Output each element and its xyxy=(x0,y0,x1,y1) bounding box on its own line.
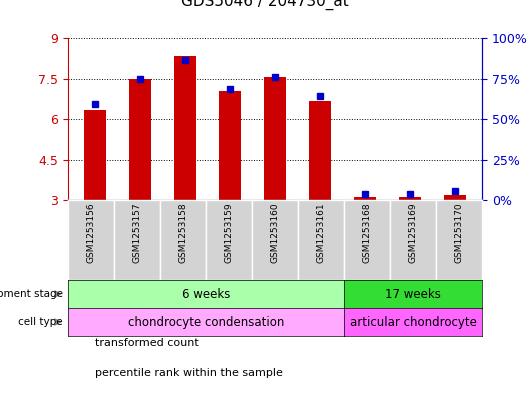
Text: 6 weeks: 6 weeks xyxy=(182,288,230,301)
Text: GSM1253170: GSM1253170 xyxy=(455,202,464,263)
Text: GSM1253169: GSM1253169 xyxy=(409,202,418,263)
Bar xyxy=(399,197,421,200)
Text: transformed count: transformed count xyxy=(94,338,198,348)
Bar xyxy=(309,101,331,200)
Bar xyxy=(444,195,466,200)
Text: GSM1253157: GSM1253157 xyxy=(132,202,142,263)
Text: GSM1253160: GSM1253160 xyxy=(270,202,279,263)
Bar xyxy=(84,110,106,200)
Text: GDS5046 / 204730_at: GDS5046 / 204730_at xyxy=(181,0,349,10)
Text: articular chondrocyte: articular chondrocyte xyxy=(350,316,476,329)
Text: percentile rank within the sample: percentile rank within the sample xyxy=(94,367,282,378)
Bar xyxy=(354,197,376,200)
Text: GSM1253159: GSM1253159 xyxy=(225,202,234,263)
Text: 17 weeks: 17 weeks xyxy=(385,288,441,301)
Text: GSM1253161: GSM1253161 xyxy=(316,202,325,263)
Text: chondrocyte condensation: chondrocyte condensation xyxy=(128,316,284,329)
Text: GSM1253156: GSM1253156 xyxy=(86,202,95,263)
Bar xyxy=(174,55,196,200)
Text: GSM1253158: GSM1253158 xyxy=(179,202,188,263)
Bar xyxy=(264,77,286,200)
Bar xyxy=(129,79,151,200)
Bar xyxy=(219,92,241,200)
Text: development stage: development stage xyxy=(0,289,63,299)
Text: cell type: cell type xyxy=(19,317,63,327)
Text: GSM1253168: GSM1253168 xyxy=(363,202,372,263)
